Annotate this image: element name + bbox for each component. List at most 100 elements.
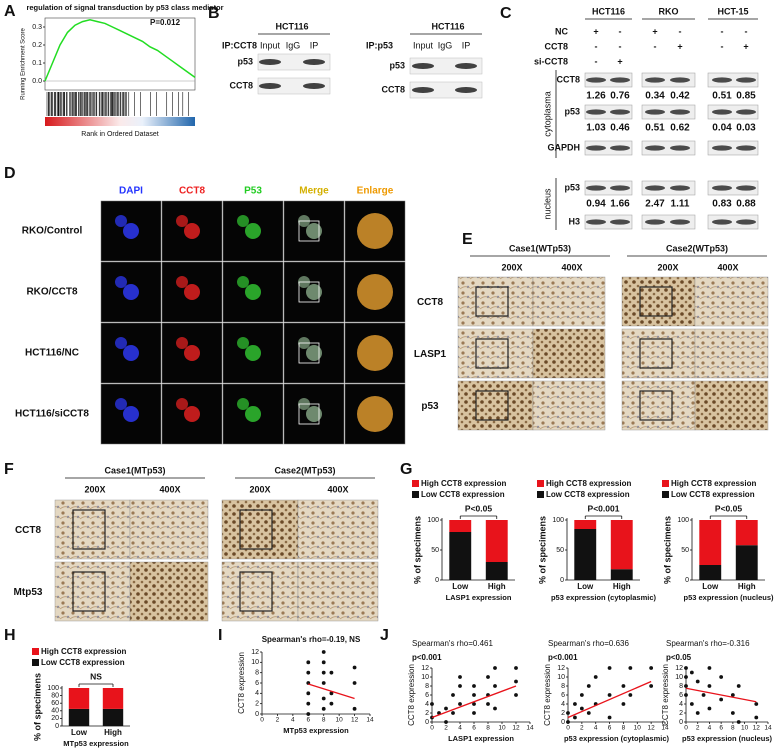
y-tick-label: 0 <box>679 719 683 726</box>
y-tick-label: 2 <box>679 710 683 717</box>
legend-swatch <box>662 480 669 487</box>
ihc-image <box>457 276 534 327</box>
quantification: 0.51 <box>645 123 665 134</box>
lane-label: IgG <box>286 40 301 50</box>
quantification: 2.47 <box>645 199 665 210</box>
ihc-image <box>532 380 606 431</box>
scatter-point <box>736 684 741 688</box>
scatter-point <box>306 660 311 665</box>
legend-swatch <box>662 491 669 498</box>
y-axis-label: CCT8 expression <box>661 664 670 726</box>
x-tick-label: 0 <box>566 725 570 732</box>
panel-label: C <box>500 5 512 22</box>
y-axis-label: Running Enrichment Score <box>21 27 27 99</box>
blot-band <box>586 77 606 83</box>
row-label: CCT8 <box>381 84 405 94</box>
bar-segment <box>699 565 722 580</box>
scatter-point <box>472 711 476 715</box>
bar-segment <box>574 520 597 529</box>
x-axis-label: MTp53 expression <box>63 739 129 748</box>
y-axis-label: CCT8 expression <box>237 652 246 714</box>
y-tick-label: 50 <box>431 547 439 554</box>
condition-sign: - <box>595 41 598 51</box>
scatter-point <box>306 670 311 675</box>
scatter-point <box>730 693 735 697</box>
x-tick-label: Low <box>71 728 88 737</box>
ihc-image <box>457 328 534 379</box>
ihc-image <box>297 561 379 622</box>
scatter-point <box>586 684 591 688</box>
y-tick-label: 6 <box>679 692 683 699</box>
x-tick-label: 10 <box>634 725 642 732</box>
quantification: 0.04 <box>712 123 732 134</box>
column-header: CCT8 <box>179 186 206 197</box>
ihc-image <box>532 328 606 379</box>
scatter-point <box>684 666 688 670</box>
cell <box>123 345 139 361</box>
y-tick-label: 0.2 <box>32 42 42 49</box>
y-tick-label: 4 <box>255 690 259 697</box>
cell <box>176 337 188 349</box>
scatter-point <box>321 696 326 701</box>
cell <box>306 345 322 361</box>
bar-segment <box>449 532 472 580</box>
blot-image <box>641 180 696 196</box>
blot-band <box>586 185 606 191</box>
inset-box <box>298 220 320 242</box>
trend-line <box>685 687 757 703</box>
zoom-box <box>475 286 509 317</box>
scatter-point <box>707 666 712 670</box>
x-tick-label: 6 <box>306 717 310 724</box>
legend-label: Low CCT8 expression <box>421 490 505 499</box>
ihc-image <box>532 276 606 327</box>
blot-image <box>584 180 633 196</box>
x-axis-label: p53 expression (nucleus) <box>683 593 774 602</box>
legend-label: Low CCT8 expression <box>671 490 755 499</box>
lane-label: Input <box>260 40 281 50</box>
cell <box>123 223 139 239</box>
x-axis-label: p53 expression (cytoplasmic) <box>564 734 670 743</box>
x-tick-label: 4 <box>594 725 598 732</box>
blot-band <box>610 77 630 83</box>
cell <box>176 276 188 288</box>
bar-segment <box>610 569 633 580</box>
blot-band <box>670 185 690 191</box>
bar-segment <box>699 520 722 565</box>
trend-line <box>308 683 355 700</box>
cell <box>245 223 261 239</box>
y-tick-label: 20 <box>51 715 59 722</box>
y-axis-label: CCT8 expression <box>407 664 416 726</box>
scatter-point <box>566 720 570 724</box>
y-tick-label: 60 <box>51 700 59 707</box>
condition-sign: - <box>679 26 682 36</box>
scatter-point <box>730 711 735 715</box>
bar-segment <box>68 708 90 726</box>
ip-label: IP:CCT8 <box>222 40 257 50</box>
blot-image <box>707 180 759 196</box>
y-tick-label: 4 <box>679 701 683 708</box>
x-tick-label: Low <box>452 582 469 591</box>
blot-image <box>641 104 696 120</box>
blot-image <box>584 214 633 230</box>
chart-title: regulation of signal transduction by p53… <box>26 3 223 12</box>
x-tick-label: 4 <box>708 725 712 732</box>
y-tick-label: 2 <box>425 710 429 717</box>
blot-row-label: CCT8 <box>556 74 580 84</box>
scatter-point <box>444 720 448 724</box>
quantification: 1.11 <box>671 199 690 210</box>
ihc-image <box>129 499 209 560</box>
blot-band <box>712 219 732 225</box>
scatter-point <box>628 666 633 670</box>
cell <box>115 398 127 410</box>
y-tick-label: 100 <box>47 685 59 692</box>
y-tick-label: 12 <box>557 665 565 672</box>
blot-band <box>586 219 606 225</box>
cell <box>176 398 188 410</box>
blot-image <box>707 214 759 230</box>
cell <box>357 396 393 432</box>
blot-band <box>736 185 756 191</box>
annotation: P<0.001 <box>588 503 620 513</box>
blot-image <box>707 140 759 156</box>
condition-label: CCT8 <box>544 41 568 51</box>
